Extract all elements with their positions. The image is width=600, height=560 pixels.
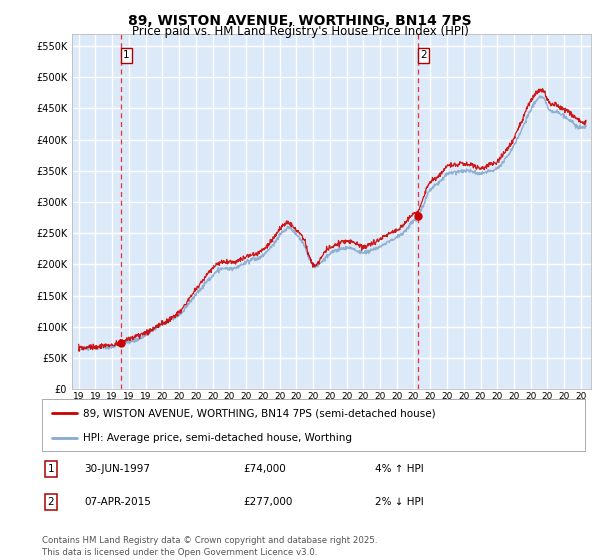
- Text: Price paid vs. HM Land Registry's House Price Index (HPI): Price paid vs. HM Land Registry's House …: [131, 25, 469, 38]
- Text: 30-JUN-1997: 30-JUN-1997: [84, 464, 150, 474]
- Text: £74,000: £74,000: [243, 464, 286, 474]
- Text: 4% ↑ HPI: 4% ↑ HPI: [375, 464, 424, 474]
- Text: 89, WISTON AVENUE, WORTHING, BN14 7PS: 89, WISTON AVENUE, WORTHING, BN14 7PS: [128, 14, 472, 28]
- Text: 2: 2: [47, 497, 55, 507]
- Text: 89, WISTON AVENUE, WORTHING, BN14 7PS (semi-detached house): 89, WISTON AVENUE, WORTHING, BN14 7PS (s…: [83, 408, 436, 418]
- Text: £277,000: £277,000: [243, 497, 292, 507]
- Text: 2% ↓ HPI: 2% ↓ HPI: [375, 497, 424, 507]
- Text: 07-APR-2015: 07-APR-2015: [84, 497, 151, 507]
- Text: 2: 2: [421, 50, 427, 60]
- Text: 1: 1: [123, 50, 130, 60]
- Text: Contains HM Land Registry data © Crown copyright and database right 2025.
This d: Contains HM Land Registry data © Crown c…: [42, 536, 377, 557]
- Text: HPI: Average price, semi-detached house, Worthing: HPI: Average price, semi-detached house,…: [83, 433, 352, 443]
- Text: 1: 1: [47, 464, 55, 474]
